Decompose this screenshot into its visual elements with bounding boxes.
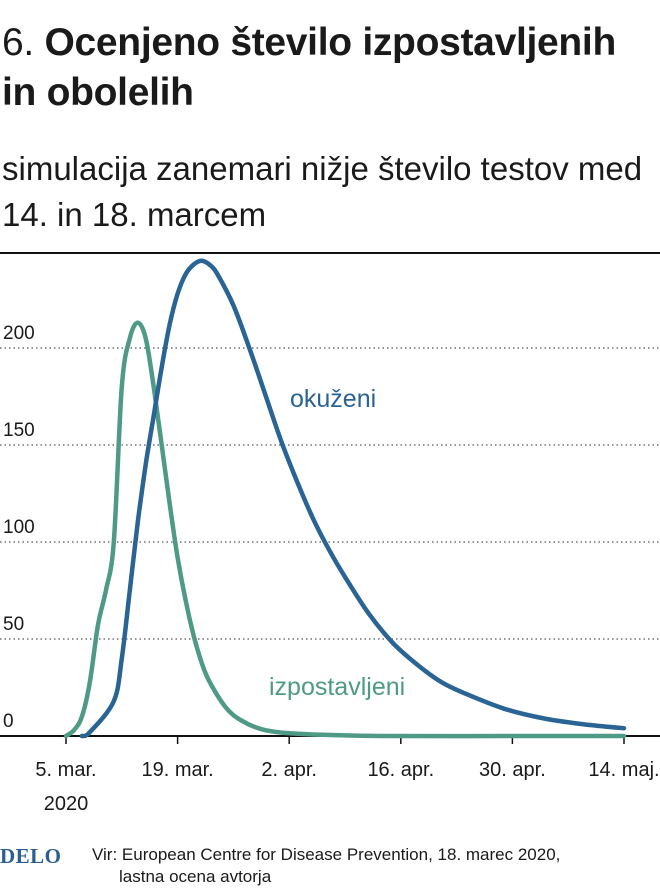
x-axis-ticks: 5. mar. 2020 19. mar. 2. apr. 16. apr. 30. ap… <box>35 736 660 815</box>
y-tick-label-50: 50 <box>3 614 24 635</box>
y-tick-label-200: 200 <box>3 323 35 344</box>
x-tick-label-0: 5. mar. <box>35 759 96 781</box>
chart-subtitle: simulacija zanemari nižje število testov… <box>2 150 643 233</box>
y-tick-label-100: 100 <box>3 517 35 538</box>
x-tick-label-3: 16. apr. <box>367 759 434 781</box>
chart-title: 6. Ocenjeno število izpostavljenih in ob… <box>2 18 652 118</box>
y-axis-labels: 0 50 100 150 200 <box>3 323 35 732</box>
series-line-izpostavljeni <box>63 320 627 739</box>
y-tick-label-150: 150 <box>3 420 35 441</box>
footer: DELO Vir: European Centre for Disease Pr… <box>0 840 660 892</box>
y-tick-label-0: 0 <box>3 711 14 732</box>
x-tick-sublabel-0: 2020 <box>44 793 89 815</box>
x-tick-label-2: 2. apr. <box>261 759 317 781</box>
x-tick-label-1: 19. mar. <box>141 759 213 781</box>
x-tick-label-4: 30. apr. <box>479 759 546 781</box>
chart-title-text: Ocenjeno število izpostavljenih in obole… <box>2 21 616 114</box>
source-note: Vir: European Centre for Disease Prevent… <box>92 844 652 888</box>
series-label-izpostavljeni: izpostavljeni <box>269 673 405 701</box>
delo-logo: DELO <box>0 844 62 868</box>
series-line-okuzeni <box>79 258 627 739</box>
series-labels: okuženi izpostavljeni <box>269 385 405 701</box>
x-tick-label-5: 14. maj. <box>588 759 659 781</box>
chart-number: 6. <box>2 21 34 64</box>
series-label-okuzeni: okuženi <box>290 385 376 413</box>
source-line-1: Vir: European Centre for Disease Prevent… <box>92 845 561 864</box>
source-line-2: lastna ocena avtorja <box>119 867 272 886</box>
chart: 0 50 100 150 200 5. mar. 2020 19. mar. 2. apr. 1… <box>0 252 660 815</box>
gridlines <box>0 347 660 640</box>
series-lines <box>63 258 627 739</box>
